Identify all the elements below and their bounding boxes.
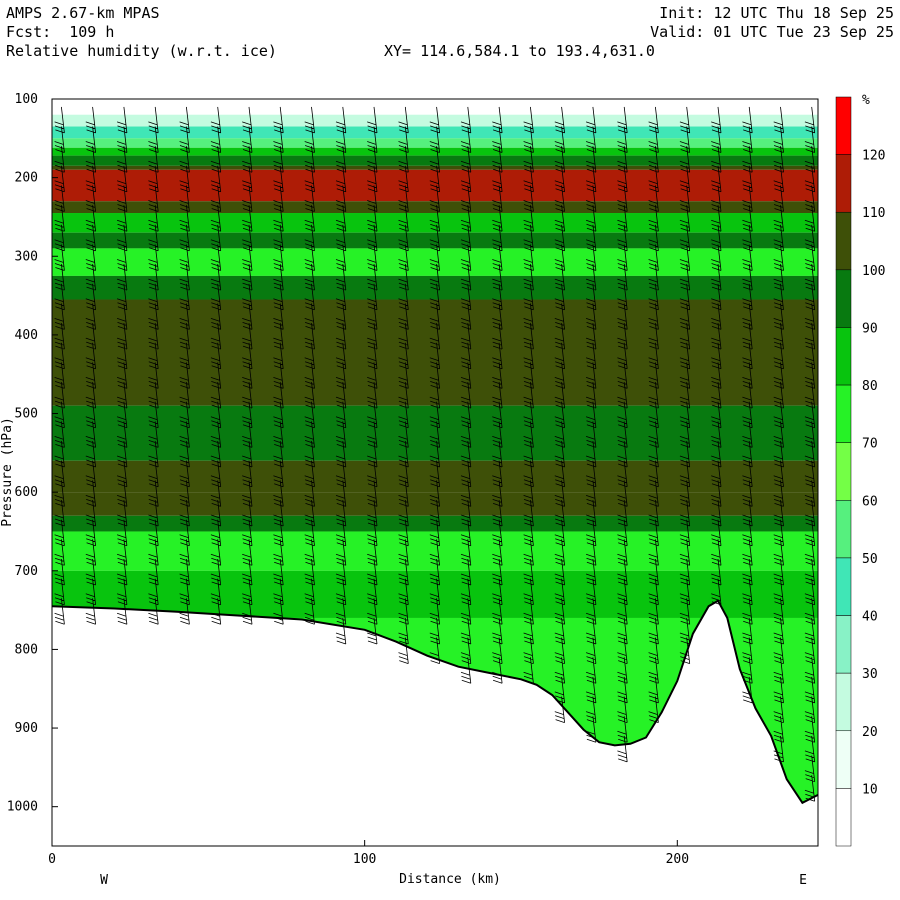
rh-layer-1 [52,115,818,127]
y-tick-label: 500 [15,407,38,422]
colorbar-label: 120 [862,149,885,164]
rh-layer-16 [52,492,818,516]
rh-layer-17 [52,516,818,532]
x-tick-label: 200 [666,852,689,867]
rh-layer-12 [52,276,818,300]
east-label: E [799,873,807,888]
colorbar-label: 60 [862,494,878,509]
x-tick-label: 0 [48,852,56,867]
rh-layer-13 [52,300,818,406]
y-tick-label: 600 [15,485,38,500]
colorbar-swatch [836,616,851,674]
x-axis: 0 100 200 [48,840,689,867]
humidity-field [52,99,818,807]
rh-layer-5 [52,156,818,166]
y-tick-label: 200 [15,171,38,186]
y-tick-label: 100 [15,92,38,107]
y-tick-label: 800 [15,642,38,657]
y-tick-label: 300 [15,249,38,264]
west-label: W [100,873,108,888]
y-tick-label: 400 [15,328,38,343]
colorbar-label: 20 [862,725,878,740]
colorbar-swatch [836,212,851,270]
rh-layer-18 [52,531,818,570]
x-axis-label: Distance (km) [399,872,501,887]
rh-layer-2 [52,127,818,139]
rh-layer-0 [52,99,818,115]
colorbar-swatch [836,327,851,385]
colorbar-swatch [836,97,851,155]
x-tick-label: 100 [353,852,376,867]
colorbar-label: 10 [862,782,878,797]
colorbar-swatch [836,788,851,846]
rh-layer-10 [52,233,818,249]
colorbar-label: 90 [862,321,878,336]
rh-layer-4 [52,148,818,156]
colorbar-swatch [836,270,851,328]
colorbar-swatch [836,673,851,731]
colorbar-swatch [836,500,851,558]
colorbar-label: 70 [862,437,878,452]
rh-layer-11 [52,248,818,276]
rh-layer-8 [52,201,818,213]
colorbar-label: 80 [862,379,878,394]
colorbar-unit: % [862,93,870,108]
colorbar-label: 50 [862,552,878,567]
y-tick-label: 700 [15,564,38,579]
rh-layer-14 [52,406,818,461]
colorbar-swatch [836,558,851,616]
colorbar-label: 110 [862,206,885,221]
colorbar-swatch [836,155,851,213]
colorbar-swatch [836,385,851,443]
rh-layer-20 [52,618,818,807]
y-tick-label: 1000 [7,800,38,815]
colorbar-label: 40 [862,610,878,625]
colorbar-label: 30 [862,667,878,682]
colorbar-swatch [836,443,851,501]
colorbar: 10 20 30 40 50 60 70 80 90 100 110 120 [836,97,885,846]
rh-layer-7 [52,170,818,201]
y-axis-label: Pressure (hPa) [0,417,15,527]
y-tick-label: 900 [15,721,38,736]
colorbar-swatch [836,731,851,789]
colorbar-label: 100 [862,264,885,279]
